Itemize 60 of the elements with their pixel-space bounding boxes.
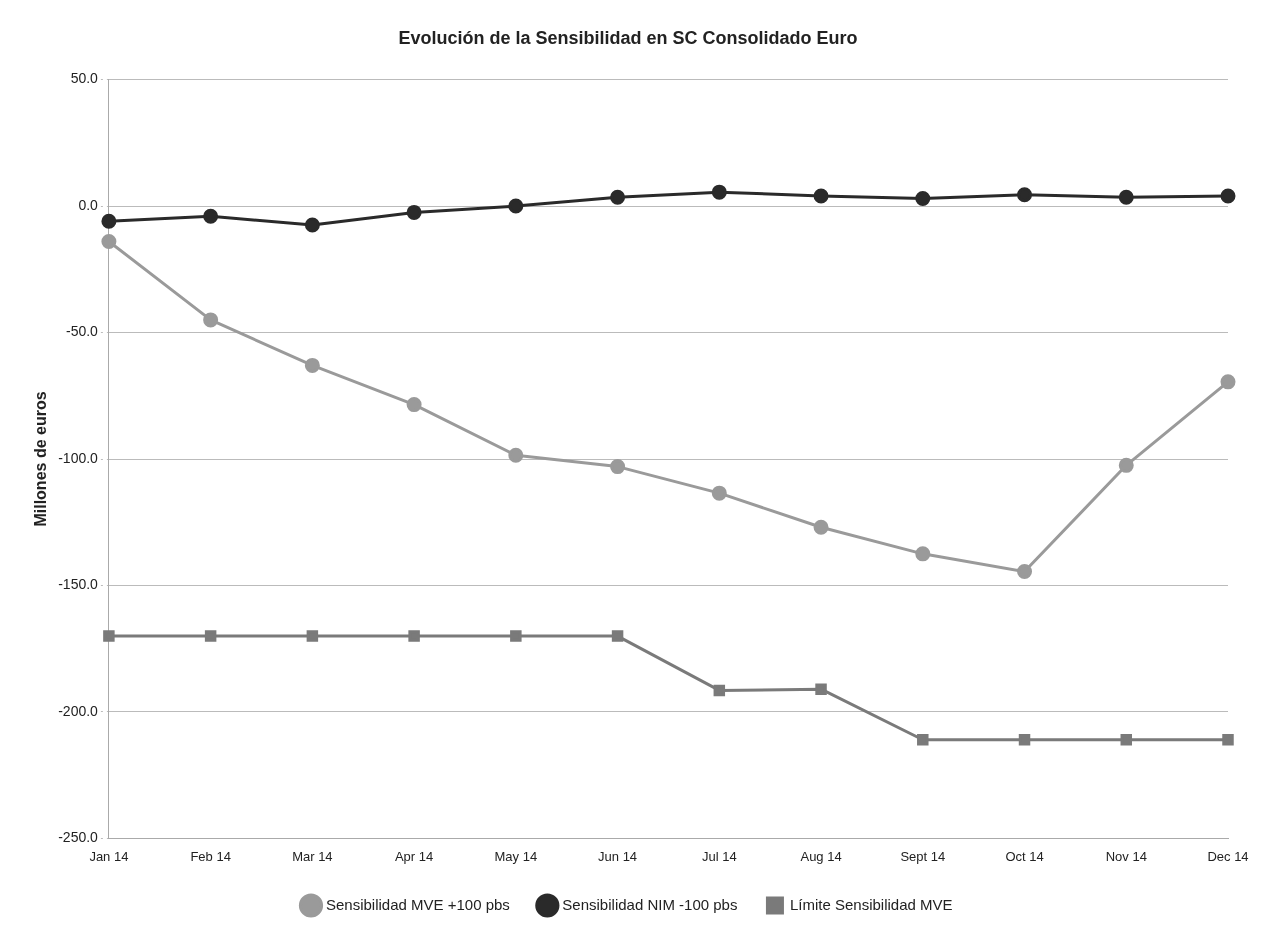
- point: [203, 312, 219, 328]
- point: [610, 189, 626, 205]
- point: [815, 683, 827, 695]
- point: [101, 233, 117, 249]
- x-tick-label: May 14: [494, 848, 538, 864]
- legend-label: Sensibilidad MVE +100 pbs: [325, 895, 510, 913]
- point: [508, 447, 524, 463]
- point: [813, 188, 829, 204]
- point: [915, 190, 931, 206]
- legend-label: Sensibilidad NIM -100 pbs: [562, 895, 738, 913]
- point: [1017, 564, 1033, 580]
- x-tick-label: Jul 14: [701, 848, 737, 864]
- x-tick-label: Nov 14: [1105, 848, 1147, 864]
- y-tick-label: -200.0: [58, 702, 99, 719]
- point: [1120, 734, 1133, 746]
- x-tick-label: Apr 14: [394, 848, 434, 864]
- point: [610, 459, 626, 475]
- point: [711, 485, 727, 501]
- x-tick-label: Oct 14: [1005, 848, 1044, 864]
- point: [1018, 734, 1031, 746]
- point: [408, 630, 420, 642]
- y-tick-label: -250.0: [58, 829, 99, 846]
- point: [813, 519, 829, 535]
- point: [304, 217, 320, 233]
- point: [406, 204, 422, 220]
- x-tick-label: Feb 14: [190, 848, 231, 864]
- point: [713, 684, 726, 697]
- x-tick-label: Jun 14: [598, 848, 638, 864]
- point: [306, 630, 319, 642]
- x-tick-label: Aug 14: [800, 848, 842, 864]
- point: [204, 630, 217, 642]
- point: [711, 184, 727, 200]
- y-tick-label: -150.0: [58, 576, 99, 593]
- point: [1220, 188, 1236, 204]
- legend-label: Límite Sensibilidad MVE: [789, 895, 953, 913]
- point: [917, 734, 929, 746]
- x-tick-label: Jan 14: [89, 848, 129, 864]
- x-tick-label: Dec 14: [1207, 848, 1249, 864]
- point: [1118, 189, 1134, 205]
- point: [510, 630, 522, 642]
- point: [1118, 457, 1134, 473]
- y-tick-label: -50.0: [65, 323, 99, 340]
- point: [508, 198, 524, 214]
- point: [406, 397, 422, 413]
- y-tick-label: 50.0: [70, 70, 99, 87]
- point: [203, 208, 219, 224]
- point: [1017, 187, 1033, 203]
- y-tick-label: -100.0: [58, 449, 99, 466]
- point: [1220, 374, 1236, 390]
- point: [304, 357, 320, 373]
- point: [611, 630, 624, 642]
- chart-title: Evolución de la Sensibilidad en SC Consolidado Euro: [398, 27, 858, 48]
- x-tick-label: Mar 14: [292, 848, 333, 864]
- point: [1222, 734, 1234, 746]
- x-tick-label: Sept 14: [900, 848, 946, 864]
- point: [103, 630, 115, 642]
- point: [915, 546, 931, 562]
- y-axis-title: Millones de euros: [32, 391, 50, 527]
- y-tick-label: 0.0: [78, 196, 99, 213]
- point: [101, 213, 117, 229]
